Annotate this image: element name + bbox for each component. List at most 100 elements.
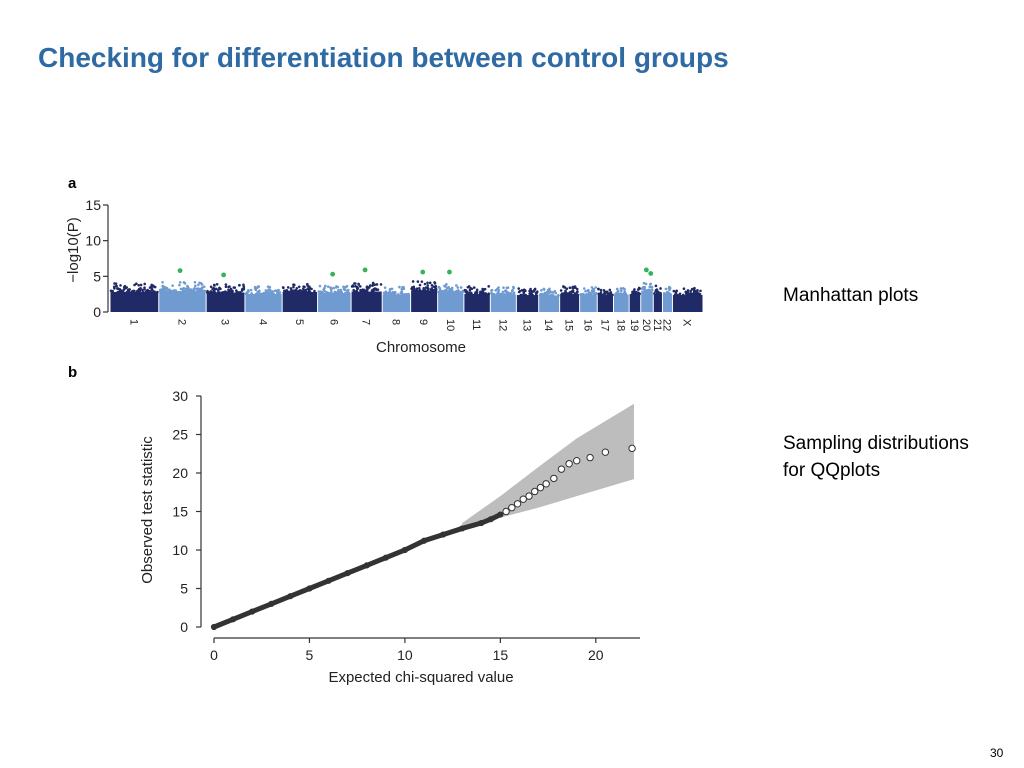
snp-point bbox=[218, 291, 221, 294]
chromosome-19-body bbox=[629, 294, 641, 312]
snp-point bbox=[438, 287, 442, 290]
snp-point bbox=[179, 287, 183, 291]
snp-point bbox=[319, 291, 322, 294]
snp-point bbox=[520, 288, 524, 292]
snp-point bbox=[277, 292, 280, 295]
snp-point bbox=[352, 288, 355, 292]
chromosome-label: 2 bbox=[175, 319, 187, 325]
snp-point bbox=[293, 290, 297, 294]
chromosome-label: 11 bbox=[470, 319, 482, 330]
snp-point bbox=[502, 293, 506, 296]
snp-point bbox=[250, 292, 253, 296]
snp-point bbox=[634, 290, 638, 294]
qq-point bbox=[459, 525, 466, 532]
snp-point bbox=[478, 292, 482, 296]
qq-plots-label: Sampling distributions for QQplots bbox=[783, 433, 969, 481]
snp-point bbox=[367, 286, 371, 289]
snp-point bbox=[132, 289, 136, 293]
snp-point bbox=[649, 282, 653, 286]
chromosome-13-body bbox=[516, 295, 539, 312]
snp-point bbox=[568, 286, 572, 290]
chromosome-4-points bbox=[244, 285, 282, 312]
snp-point bbox=[501, 290, 505, 294]
snp-point bbox=[416, 280, 420, 283]
qq-point bbox=[519, 495, 527, 503]
chromosome-8-points bbox=[382, 285, 411, 312]
snp-point bbox=[582, 287, 586, 290]
snp-point bbox=[397, 293, 400, 296]
manhattan-y-tick-label: 5 bbox=[93, 268, 101, 284]
snp-point bbox=[519, 293, 523, 297]
snp-point bbox=[193, 284, 197, 288]
snp-point bbox=[475, 288, 479, 292]
significant-point bbox=[221, 272, 227, 278]
snp-point bbox=[357, 283, 361, 286]
snp-point bbox=[483, 292, 486, 296]
qq-x-tick-label: 15 bbox=[493, 647, 509, 663]
snp-point bbox=[458, 290, 462, 294]
qq-x-tick-label: 5 bbox=[306, 647, 314, 663]
snp-point bbox=[385, 292, 388, 296]
snp-point bbox=[617, 289, 620, 293]
snp-point bbox=[456, 290, 460, 293]
chromosome-3-body bbox=[206, 292, 245, 312]
snp-point bbox=[695, 293, 699, 297]
chromosome-22-body bbox=[662, 294, 672, 312]
snp-point bbox=[544, 292, 547, 296]
snp-point bbox=[224, 285, 228, 289]
snp-point bbox=[222, 291, 226, 294]
snp-point bbox=[497, 286, 500, 289]
chromosome-10-points bbox=[437, 283, 465, 312]
snp-point bbox=[510, 289, 514, 293]
snp-point bbox=[200, 286, 204, 289]
snp-point bbox=[450, 286, 454, 290]
snp-point bbox=[498, 293, 501, 296]
chromosome-6-body bbox=[318, 293, 351, 312]
snp-point bbox=[159, 289, 162, 293]
chromosome-label: 1 bbox=[127, 319, 139, 325]
chromosome-15-body bbox=[560, 294, 580, 312]
snp-point bbox=[422, 287, 425, 290]
snp-point bbox=[277, 288, 280, 292]
qq-point bbox=[487, 516, 494, 523]
snp-point bbox=[415, 287, 419, 291]
snp-point bbox=[184, 287, 188, 291]
snp-point bbox=[118, 290, 121, 293]
snp-point bbox=[560, 292, 564, 295]
qq-point bbox=[508, 503, 516, 512]
snp-point bbox=[283, 289, 286, 293]
chromosome-15-points bbox=[559, 285, 580, 312]
snp-point bbox=[490, 292, 494, 296]
snp-point bbox=[345, 284, 349, 288]
snp-point bbox=[615, 287, 619, 291]
snp-point bbox=[295, 290, 299, 293]
snp-point bbox=[232, 286, 236, 289]
snp-point bbox=[141, 290, 145, 294]
manhattan-y-tick-label: 10 bbox=[85, 233, 101, 249]
snp-point bbox=[461, 289, 465, 293]
snp-point bbox=[124, 286, 127, 290]
snp-point bbox=[295, 286, 299, 290]
qq-y-tick-label: 0 bbox=[180, 619, 188, 635]
snp-point bbox=[322, 288, 325, 291]
snp-point bbox=[582, 292, 585, 296]
snp-point bbox=[281, 286, 285, 289]
snp-point bbox=[292, 283, 295, 287]
chromosome-14-body bbox=[539, 295, 560, 312]
snp-point bbox=[238, 283, 241, 287]
snp-point bbox=[469, 286, 472, 290]
snp-point bbox=[681, 293, 685, 297]
chromosome-1-points bbox=[109, 282, 159, 312]
qq-x-tick-label: 20 bbox=[588, 647, 604, 663]
manhattan-plots-label: Manhattan plots bbox=[783, 285, 919, 306]
snp-point bbox=[285, 289, 288, 292]
snp-point bbox=[602, 289, 606, 292]
snp-point bbox=[534, 292, 538, 296]
snp-point bbox=[556, 293, 560, 297]
snp-point bbox=[475, 292, 478, 295]
snp-point bbox=[545, 290, 549, 294]
snp-point bbox=[696, 289, 699, 292]
snp-point bbox=[332, 286, 336, 290]
snp-point bbox=[355, 289, 358, 293]
